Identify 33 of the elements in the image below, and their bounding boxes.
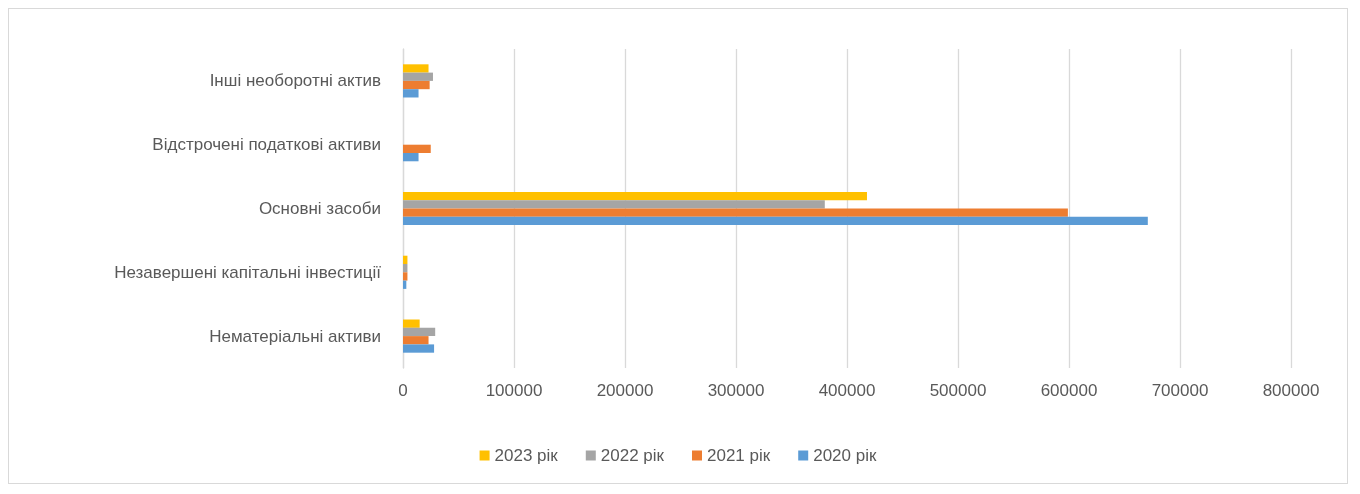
x-tick-label: 500000 <box>929 381 987 400</box>
legend-label: 2021 рік <box>707 446 771 465</box>
legend-label: 2023 рік <box>494 446 559 465</box>
bar <box>403 327 436 337</box>
bar <box>403 344 435 353</box>
x-tick-label: 600000 <box>1040 381 1098 400</box>
y-tick-label: Незавершені капітальні інвестиції <box>114 262 382 282</box>
y-tick-label: Основні засоби <box>258 199 381 218</box>
bar <box>403 208 1068 217</box>
x-tick-label: 100000 <box>485 381 543 400</box>
bar <box>403 216 1148 226</box>
bar <box>403 191 867 201</box>
bar <box>403 144 431 153</box>
bar <box>403 336 429 345</box>
bar <box>403 72 433 81</box>
x-tick-label: 400000 <box>818 381 876 400</box>
bar <box>403 80 430 90</box>
x-tick-label: 200000 <box>596 381 654 400</box>
bar <box>403 89 419 98</box>
x-tick-label: 0 <box>398 381 408 400</box>
bar <box>403 319 420 328</box>
bar <box>403 64 429 73</box>
y-tick-label: Інші необоротні актив <box>209 71 381 91</box>
legend-label: 2020 рік <box>813 446 877 465</box>
bar <box>403 272 408 281</box>
x-tick-label: 300000 <box>707 381 765 400</box>
legend-label: 2022 рік <box>600 446 665 465</box>
x-tick-label: 800000 <box>1262 381 1320 400</box>
bar <box>403 200 825 209</box>
y-tick-label: Відстрочені податкові активи <box>152 135 381 155</box>
bar <box>403 152 419 162</box>
x-tick-label: 700000 <box>1151 381 1209 400</box>
y-tick-label: Нематеріальні активи <box>209 326 381 346</box>
